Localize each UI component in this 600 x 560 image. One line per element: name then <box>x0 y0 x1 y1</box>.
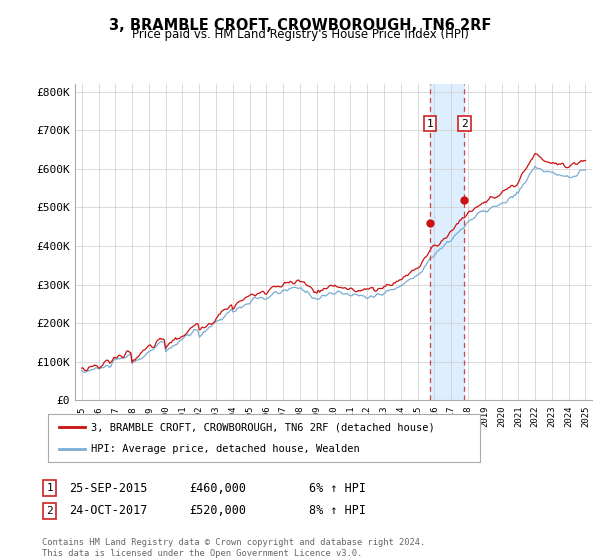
Text: 8% ↑ HPI: 8% ↑ HPI <box>309 504 366 517</box>
Text: 3, BRAMBLE CROFT, CROWBOROUGH, TN6 2RF: 3, BRAMBLE CROFT, CROWBOROUGH, TN6 2RF <box>109 18 491 33</box>
Bar <box>430 84 464 400</box>
Text: 6% ↑ HPI: 6% ↑ HPI <box>309 482 366 495</box>
Text: 1: 1 <box>427 119 434 129</box>
Text: 24-OCT-2017: 24-OCT-2017 <box>69 504 148 517</box>
Text: 2: 2 <box>461 119 468 129</box>
Text: Price paid vs. HM Land Registry's House Price Index (HPI): Price paid vs. HM Land Registry's House … <box>131 28 469 41</box>
Text: £520,000: £520,000 <box>189 504 246 517</box>
Text: 3, BRAMBLE CROFT, CROWBOROUGH, TN6 2RF (detached house): 3, BRAMBLE CROFT, CROWBOROUGH, TN6 2RF (… <box>91 422 435 432</box>
Text: 2: 2 <box>46 506 53 516</box>
Text: 25-SEP-2015: 25-SEP-2015 <box>69 482 148 495</box>
Text: 1: 1 <box>46 483 53 493</box>
Text: £460,000: £460,000 <box>189 482 246 495</box>
Text: Contains HM Land Registry data © Crown copyright and database right 2024.
This d: Contains HM Land Registry data © Crown c… <box>42 538 425 558</box>
Text: HPI: Average price, detached house, Wealden: HPI: Average price, detached house, Weal… <box>91 444 360 454</box>
